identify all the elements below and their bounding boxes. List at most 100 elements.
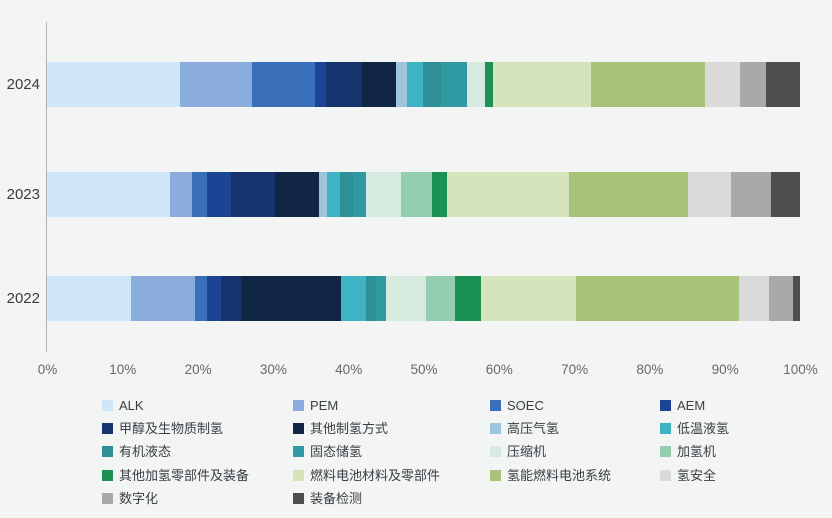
bar-segment — [180, 62, 252, 107]
legend-swatch — [660, 400, 671, 411]
bar-segment — [47, 276, 131, 321]
bar-segment — [406, 62, 424, 107]
x-axis-tick-label: 100% — [783, 362, 818, 377]
legend-swatch — [660, 469, 671, 481]
bar-segment — [366, 276, 376, 321]
bar-segment — [454, 276, 482, 321]
y-axis-label: 2024 — [6, 75, 40, 93]
legend-swatch — [102, 423, 113, 435]
legend-swatch — [490, 446, 501, 458]
bar-segment — [230, 172, 276, 217]
bar-segment — [440, 62, 468, 107]
bar-row-2022 — [47, 276, 800, 321]
bar-segment — [423, 62, 441, 107]
legend-label: 甲醇及生物质制氢 — [119, 421, 224, 437]
legend-item: 氢安全 — [660, 468, 716, 483]
x-axis-tick-label: 40% — [335, 362, 363, 377]
bar-segment — [315, 62, 327, 107]
legend-item: 固态储氢 — [293, 444, 362, 459]
bar-segment — [318, 172, 328, 217]
bar-segment — [738, 276, 769, 321]
x-axis-tick-label: 80% — [636, 362, 664, 377]
legend-item: 其他加氢零部件及装备 — [102, 468, 249, 483]
bar-segment — [375, 276, 386, 321]
legend-swatch — [102, 492, 113, 504]
bar-segment — [493, 62, 592, 107]
bar-segment — [275, 172, 319, 217]
legend-item: 低温液氢 — [660, 421, 729, 436]
bar-segment — [591, 62, 705, 107]
bar-segment — [47, 172, 171, 217]
bar-segment — [400, 172, 433, 217]
legend-swatch — [490, 423, 501, 435]
legend-item: AEM — [660, 398, 705, 413]
x-axis-tick-label: 10% — [109, 362, 137, 377]
bar-segment — [206, 276, 221, 321]
bar-segment — [241, 276, 342, 321]
bar-segment — [251, 62, 316, 107]
bar-segment — [568, 172, 689, 217]
legend-swatch — [102, 469, 113, 481]
bar-row-2023 — [47, 172, 800, 217]
bar-segment — [327, 172, 340, 217]
legend-swatch — [490, 469, 501, 481]
legend-label: 高压气氢 — [507, 421, 560, 437]
bar-segment — [481, 276, 577, 321]
legend-swatch — [293, 446, 304, 458]
x-axis-tick-label: 90% — [711, 362, 739, 377]
legend-label: 燃料电池材料及零部件 — [310, 467, 441, 483]
y-axis-line — [46, 22, 47, 352]
legend-label: 加氢机 — [677, 444, 717, 460]
bar-segment — [576, 276, 739, 321]
legend-item: 有机液态 — [102, 444, 171, 459]
bar-segment — [688, 172, 732, 217]
legend-swatch — [293, 492, 304, 504]
legend-label: 其他制氢方式 — [310, 421, 389, 437]
legend-label: 数字化 — [119, 490, 159, 506]
y-axis-label: 2023 — [6, 185, 40, 203]
legend-item: 其他制氢方式 — [293, 421, 388, 436]
bar-segment — [366, 172, 401, 217]
bar-segment — [792, 276, 800, 321]
legend-label: PEM — [310, 398, 339, 413]
bar-segment — [770, 172, 800, 217]
legend-item: ALK — [102, 398, 144, 413]
bar-segment — [194, 276, 207, 321]
legend-label: 氢安全 — [677, 467, 717, 483]
legend-swatch — [102, 446, 113, 458]
legend-swatch — [293, 400, 304, 411]
legend-label: AEM — [677, 398, 706, 413]
bar-segment — [425, 276, 455, 321]
legend-label: 压缩机 — [507, 444, 547, 460]
bar-segment — [396, 62, 407, 107]
y-axis-label: 2022 — [6, 289, 40, 307]
bar-segment — [385, 276, 426, 321]
bar-segment — [207, 172, 231, 217]
x-axis-tick-label: 30% — [259, 362, 287, 377]
legend-label: 其他加氢零部件及装备 — [119, 467, 250, 483]
x-axis-tick-label: 50% — [410, 362, 438, 377]
bar-segment — [739, 62, 766, 107]
bar-segment — [467, 62, 486, 107]
bar-segment — [170, 172, 192, 217]
bar-segment — [446, 172, 569, 217]
legend-label: SOEC — [507, 398, 544, 413]
bar-segment — [339, 172, 354, 217]
bar-segment — [731, 172, 771, 217]
legend-label: 氢能燃料电池系统 — [507, 467, 612, 483]
bar-segment — [191, 172, 208, 217]
legend-swatch — [660, 446, 671, 458]
legend-label: 固态储氢 — [310, 444, 363, 460]
x-axis-tick-label: 20% — [184, 362, 212, 377]
legend-item: 装备检测 — [293, 491, 362, 506]
legend-swatch — [660, 423, 671, 435]
legend-label: 装备检测 — [310, 490, 363, 506]
legend-label: 有机液态 — [119, 444, 172, 460]
legend-item: 氢能燃料电池系统 — [490, 468, 611, 483]
bar-segment — [130, 276, 195, 321]
legend-label: ALK — [119, 398, 144, 413]
bar-segment — [326, 62, 362, 107]
legend-swatch — [490, 400, 501, 411]
bar-segment — [220, 276, 242, 321]
